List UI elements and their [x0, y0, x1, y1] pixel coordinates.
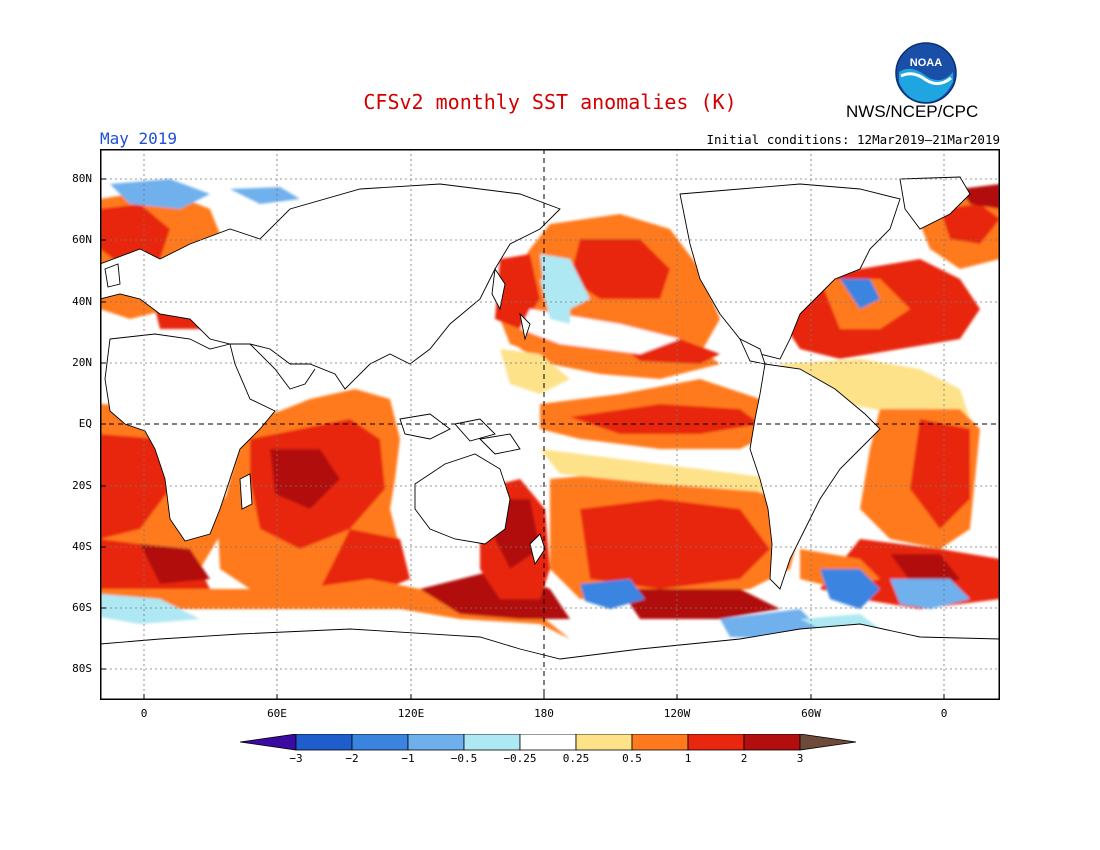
colorbar-swatch-p05-1 — [631, 734, 689, 751]
colorbar-label: −1 — [401, 752, 415, 765]
noaa-logo-text: NOAA — [910, 57, 942, 69]
colorbar-label: 1 — [684, 752, 692, 765]
colorbar-label: 2 — [740, 752, 748, 765]
colorbar-label: 0.5 — [622, 752, 642, 765]
lon-label-0-east: 0 — [940, 707, 948, 720]
colorbar-swatch-p2-3 — [743, 734, 801, 751]
colorbar-swatch-m3-m2 — [295, 734, 353, 751]
equator-dateline — [100, 149, 1000, 700]
map-title: CFSv2 monthly SST anomalies (K) — [363, 90, 737, 114]
colorbar-swatch-gt-3 — [799, 734, 857, 751]
lat-label-eq: EQ — [78, 417, 92, 430]
colorbar-swatch-m2-m1 — [351, 734, 409, 751]
lat-label-20s: 20S — [72, 479, 92, 492]
colorbar-swatch-m025-025 — [519, 734, 577, 751]
lat-label-20n: 20N — [72, 356, 92, 369]
sst-anomaly-map — [100, 149, 1000, 700]
lat-label-40n: 40N — [72, 295, 92, 308]
forecast-month: May 2019 — [100, 129, 178, 148]
lat-label-40s: 40S — [72, 540, 92, 553]
colorbar-label: 0.25 — [562, 752, 590, 765]
initial-conditions: Initial conditions: 12Mar2019–21Mar2019 — [706, 132, 1001, 147]
lon-label-60w: 60W — [801, 707, 821, 720]
lat-label-60s: 60S — [72, 601, 92, 614]
lon-label-120e: 120E — [397, 707, 425, 720]
colorbar-label: −0.5 — [450, 752, 478, 765]
colorbar-label: 3 — [796, 752, 804, 765]
colorbar-label: −3 — [289, 752, 303, 765]
noaa-logo: NOAA — [895, 42, 957, 108]
lon-label-0: 0 — [140, 707, 148, 720]
agency-label: NWS/NCEP/CPC — [846, 102, 979, 121]
colorbar-swatch-lt-m3 — [240, 734, 297, 751]
colorbar-swatch-p025-05 — [575, 734, 633, 751]
colorbar — [240, 734, 862, 752]
lat-label-80s: 80S — [72, 662, 92, 675]
colorbar-label: −2 — [345, 752, 359, 765]
lat-label-60n: 60N — [72, 233, 92, 246]
colorbar-swatch-m1-m05 — [407, 734, 465, 751]
lon-label-180: 180 — [534, 707, 554, 720]
colorbar-swatch-m05-m025 — [463, 734, 521, 751]
lat-label-80n: 80N — [72, 172, 92, 185]
landmasses — [100, 176, 1000, 700]
lon-label-60e: 60E — [267, 707, 287, 720]
colorbar-swatch-p1-2 — [687, 734, 745, 751]
lon-label-120w: 120W — [663, 707, 691, 720]
colorbar-label: −0.25 — [503, 752, 537, 765]
anomaly-field — [100, 179, 1000, 639]
